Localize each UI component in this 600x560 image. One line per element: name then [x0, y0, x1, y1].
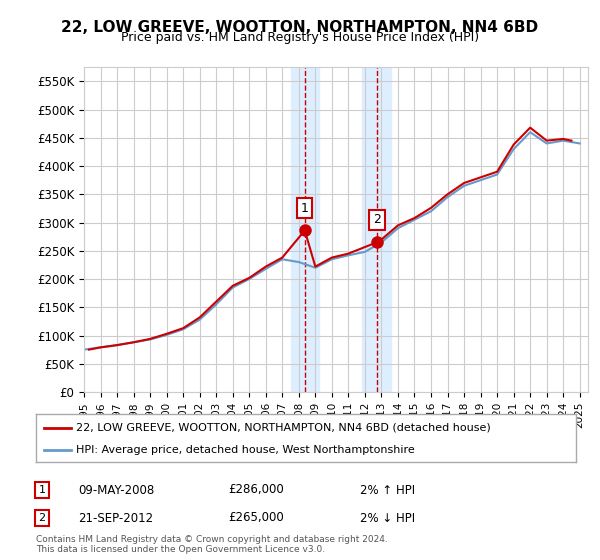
- Bar: [290, 67, 319, 392]
- Text: 22, LOW GREEVE, WOOTTON, NORTHAMPTON, NN4 6BD: 22, LOW GREEVE, WOOTTON, NORTHAMPTON, NN…: [61, 20, 539, 35]
- Text: 2% ↓ HPI: 2% ↓ HPI: [360, 511, 415, 525]
- Text: 22, LOW GREEVE, WOOTTON, NORTHAMPTON, NN4 6BD (detached house): 22, LOW GREEVE, WOOTTON, NORTHAMPTON, NN…: [77, 423, 491, 433]
- Text: 21-SEP-2012: 21-SEP-2012: [78, 511, 153, 525]
- Text: 2% ↑ HPI: 2% ↑ HPI: [360, 483, 415, 497]
- Text: Price paid vs. HM Land Registry's House Price Index (HPI): Price paid vs. HM Land Registry's House …: [121, 31, 479, 44]
- Text: Contains HM Land Registry data © Crown copyright and database right 2024.
This d: Contains HM Land Registry data © Crown c…: [36, 535, 388, 554]
- Text: 2: 2: [38, 513, 46, 523]
- Text: 09-MAY-2008: 09-MAY-2008: [78, 483, 154, 497]
- Text: £265,000: £265,000: [228, 511, 284, 525]
- Text: £286,000: £286,000: [228, 483, 284, 497]
- Text: 1: 1: [301, 202, 309, 214]
- Text: 1: 1: [38, 485, 46, 495]
- Text: 2: 2: [373, 213, 381, 226]
- Bar: [362, 67, 391, 392]
- Text: HPI: Average price, detached house, West Northamptonshire: HPI: Average price, detached house, West…: [77, 445, 415, 455]
